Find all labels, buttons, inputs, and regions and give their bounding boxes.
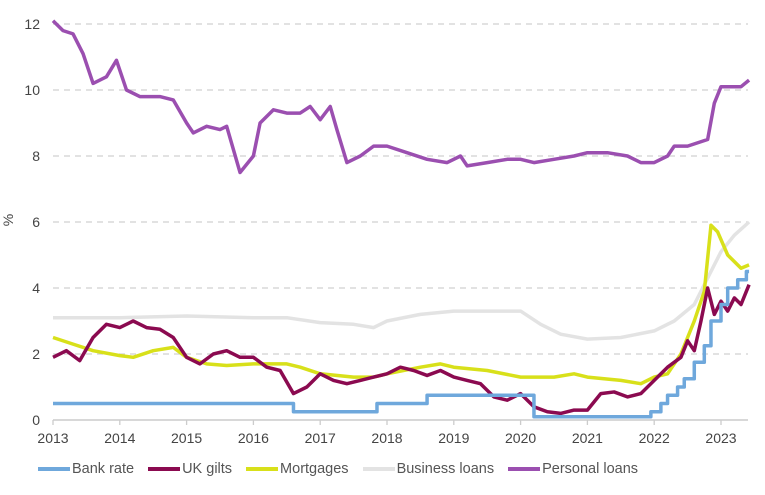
legend-item: Business loans [362,461,495,477]
x-tick-label: 2023 [705,430,736,446]
y-tick-label: 6 [32,214,40,230]
series-line-uk-gilts [52,284,751,416]
series-line-bank-rate [53,269,750,419]
x-tick-label: 2017 [305,430,336,446]
x-tick-label: 2021 [572,430,603,446]
y-tick-label: 2 [32,346,40,362]
series-line-mortgages [52,223,750,386]
x-tick-label: 2018 [371,430,402,446]
legend-label: Bank rate [72,461,135,477]
x-tick-label: 2022 [639,430,670,446]
legend-item: UK gilts [148,461,232,477]
legend-label: Mortgages [280,461,349,477]
y-tick-label: 4 [32,280,40,296]
legend-item: Bank rate [38,461,134,477]
legend-label: Business loans [396,461,495,477]
y-tick-label: 0 [32,412,40,428]
y-tick-label: 8 [32,148,40,164]
legend-label: Personal loans [542,461,639,477]
x-tick-label: 2020 [505,430,536,446]
y-tick-label: 12 [24,16,40,32]
legend-label: UK gilts [182,461,233,477]
x-tick-label: 2013 [37,430,68,446]
series-line-personal-loans [51,19,751,175]
legend-swatch [508,467,541,471]
legend: Bank rate UK gilts Mortgages Business loans… [38,461,638,477]
x-tick-label: 2015 [171,430,202,446]
legend-item: Mortgages [246,461,349,477]
y-axis-label: % [0,213,17,227]
legend-swatch [362,467,395,471]
legend-swatch [246,467,279,471]
y-tick-label: 10 [24,82,40,98]
legend-item: Personal loans [508,461,638,477]
legend-swatch [38,467,70,471]
x-tick-label: 2019 [438,430,469,446]
x-tick-label: 2014 [104,430,135,446]
x-tick-label: 2016 [238,430,269,446]
legend-swatch [148,467,181,471]
series-line-business-loans [53,220,751,341]
